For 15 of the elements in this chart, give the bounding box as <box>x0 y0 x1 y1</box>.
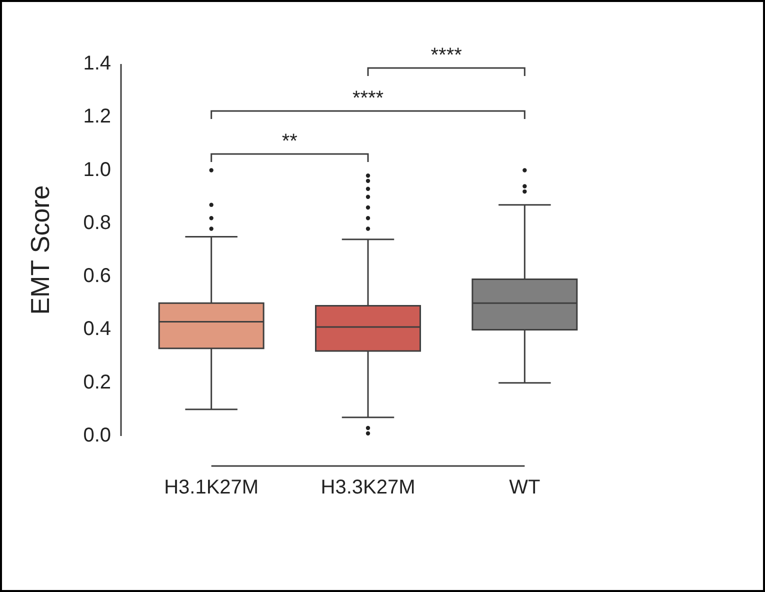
x-tick-label: WT <box>509 476 540 499</box>
y-axis-title: EMT Score <box>24 185 55 315</box>
x-tick-label: H3.1K27M <box>164 476 259 499</box>
y-tick-label: 1.4 <box>83 52 112 75</box>
x-tick-label: H3.3K27M <box>320 476 416 499</box>
y-tick-label: 0.8 <box>83 212 112 234</box>
y-tick-label: 1.2 <box>83 106 112 128</box>
annotation: **** <box>430 44 462 67</box>
annotation: **** <box>352 88 384 110</box>
y-tick-label: 0.4 <box>83 318 112 340</box>
y-tick-label: 0.2 <box>83 371 112 394</box>
y-tick-label: 0.0 <box>83 424 112 447</box>
annotation: ** <box>282 130 298 153</box>
y-tick-label: 0.6 <box>83 265 112 288</box>
y-tick-label: 1.0 <box>83 158 112 181</box>
